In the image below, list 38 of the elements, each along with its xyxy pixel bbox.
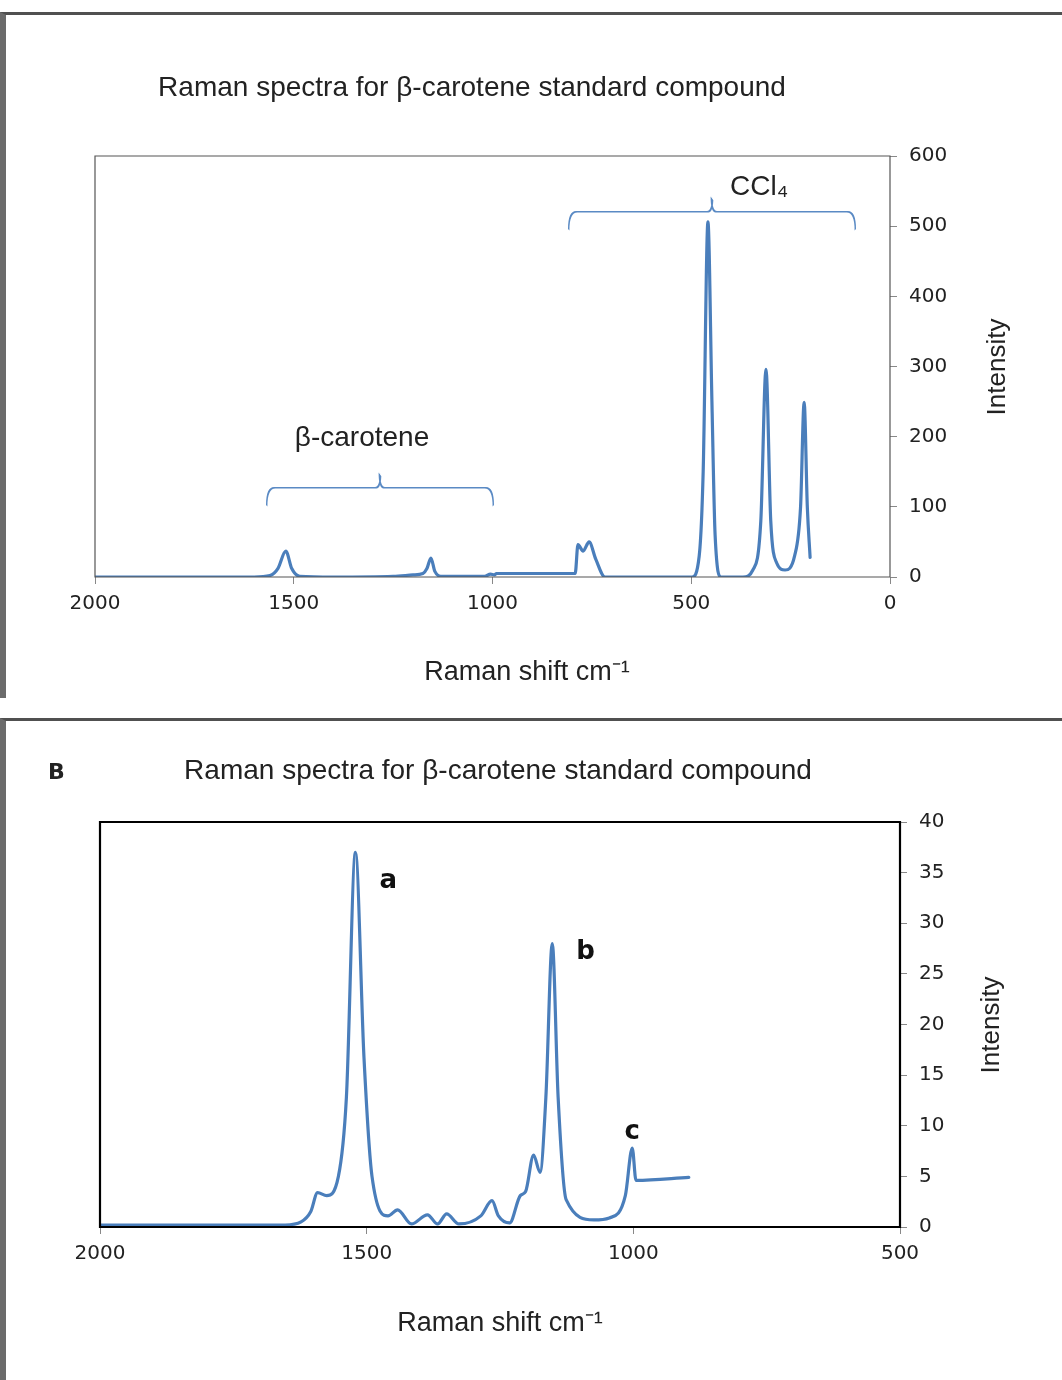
y-tick-label: 600 [909, 142, 948, 167]
text: B [48, 758, 65, 784]
x-tick-label: 2000 [74, 1240, 126, 1265]
y-tick-label: 20 [919, 1010, 945, 1035]
x-tick-label: 0 [883, 590, 897, 615]
y-tick-label: 0 [909, 563, 922, 588]
y-tick-label: 15 [919, 1061, 945, 1086]
chart-title: Raman spectra for β-carotene standard compound [158, 70, 786, 102]
x-tick-label: 1500 [268, 590, 320, 615]
y-tick-label: 300 [909, 352, 948, 377]
x-tick-label: 1000 [467, 590, 518, 615]
y-tick-label: 5 [919, 1162, 932, 1187]
y-tick-label: 25 [919, 960, 945, 985]
line-series [95, 220, 812, 577]
y-axis-title: Intensity [981, 318, 1012, 416]
x-tick-label: 1000 [607, 1240, 659, 1265]
annotation: c [624, 1114, 640, 1145]
chart-title: Raman spectra for β-carotene standard compound [184, 753, 812, 785]
y-axis-title: Intensity [975, 976, 1006, 1074]
line-series [100, 850, 691, 1227]
y-tick-label: 30 [919, 909, 945, 934]
x-axis-title: Raman shift cm⁻¹ [424, 656, 630, 687]
y-tick-label: 200 [909, 422, 948, 447]
y-tick-label: 100 [909, 493, 948, 518]
annotation: a [379, 864, 398, 895]
x-tick-label: 500 [672, 590, 711, 615]
annotation: β-carotene [294, 420, 430, 452]
annotation: CCl₄ [730, 169, 789, 201]
y-tick-label: 500 [909, 212, 948, 237]
y-tick-label: 10 [919, 1111, 945, 1136]
annotation: b [576, 935, 595, 966]
y-tick-label: 40 [919, 808, 945, 833]
y-tick-label: 400 [909, 282, 948, 307]
x-axis-title: Raman shift cm⁻¹ [397, 1307, 603, 1338]
x-tick-label: 2000 [69, 590, 121, 615]
x-tick-label: 1500 [341, 1240, 393, 1265]
y-tick-label: 0 [919, 1213, 932, 1238]
y-tick-label: 35 [919, 858, 945, 883]
